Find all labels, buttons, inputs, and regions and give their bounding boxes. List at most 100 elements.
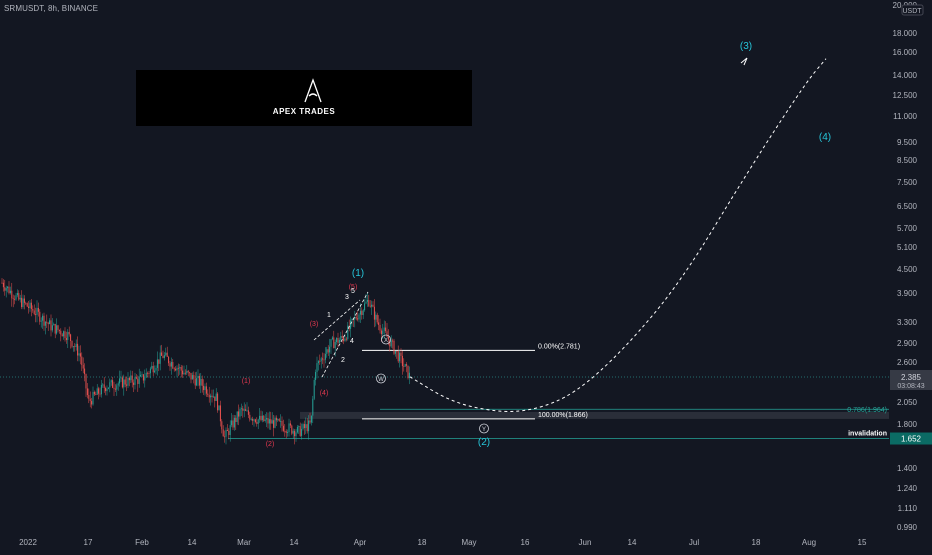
candle-body [176,367,178,371]
countdown-value: 03:08:43 [897,383,924,390]
wave-label-sub: 4 [350,338,354,345]
candle-body [135,377,137,379]
logo-text: APEX TRADES [273,107,336,116]
candle-body [156,359,158,368]
candle-body [100,384,102,395]
candle-body [397,351,399,362]
candle-body [387,336,389,340]
candle-body [218,405,220,411]
candle-body [5,288,7,291]
candle-body [39,311,41,322]
candle-body [35,314,37,315]
candle-body [86,388,88,396]
wave-label-minor: (3) [310,321,319,328]
wave-circle [376,373,386,384]
candle-body [61,334,63,337]
fib-786-label: 0.786(1.964) [847,407,887,414]
candle-body [70,334,72,341]
candle-body [299,426,301,436]
wave-label-corrective: X [384,338,388,344]
candle-body [74,346,76,348]
candle-body [81,356,83,366]
candle-body [29,302,31,309]
time-tick: Apr [354,538,367,547]
candle-body [113,387,115,389]
candle-body [247,410,249,415]
candle-body [32,309,34,311]
candle-body [375,314,377,320]
candle-body [212,396,214,398]
candle-body [138,376,140,384]
price-tick: 3.900 [897,289,918,298]
candle-body [166,352,168,357]
invalidation-badge [890,432,932,445]
candle-body [88,395,90,399]
candle-body [313,380,315,399]
time-tick: 16 [521,538,530,547]
candle-body [137,378,139,384]
candle-body [205,386,207,394]
price-tick: 6.500 [897,202,918,211]
candle-body [85,374,87,389]
candle-body [140,374,142,377]
candle-body [54,323,56,334]
candle-body [239,408,241,417]
candle-body [236,411,238,422]
candle-body [126,384,128,386]
wave-label-minor: (5) [349,284,358,291]
candle-body [182,370,184,375]
candle-body [91,401,93,405]
wave-label-sub: 5 [351,288,355,295]
candle-body [2,282,4,288]
candle-body [264,419,266,421]
candle-body [257,419,259,424]
candle-body [383,327,385,331]
candle-body [322,358,324,360]
candle-body [68,331,70,335]
price-tick: 18.000 [893,29,918,38]
wave-label-minor: (2) [266,441,275,448]
candle-body [345,338,347,340]
currency-label: USDT [902,8,922,15]
price-tick: 8.500 [897,156,918,165]
price-tick: 4.500 [897,265,918,274]
candle-body [172,361,174,369]
time-tick: Jul [689,538,699,547]
candle-body [147,372,149,374]
candle-body [320,358,322,362]
candle-body [263,415,265,421]
candle-body [224,436,226,438]
candle-body [99,393,101,395]
candle-body [11,290,13,299]
price-tick: 9.500 [897,138,918,147]
candle-body [187,370,189,373]
candle-body [305,424,307,428]
candle-body [210,395,212,398]
candle-body [347,325,349,340]
candle-body [121,377,123,388]
fib-zone [300,411,889,419]
candle-body [161,352,163,356]
candle-body [112,380,114,388]
candle-body [102,384,104,386]
candle-body [242,408,244,411]
candle-body [382,330,384,335]
candle-body [179,367,181,369]
time-tick: Aug [802,538,816,547]
candle-body [364,303,366,311]
candle-body [337,337,339,343]
candle-body [338,339,340,343]
wave-label-primary: (4) [819,132,831,143]
candle-body [273,420,275,428]
wave-label-primary: (2) [478,437,490,448]
time-tick: 14 [290,538,299,547]
candle-body [1,282,3,284]
candle-body [106,388,108,392]
candle-body [394,350,396,354]
price-tick: 1.240 [897,484,918,493]
candle-body [389,339,391,347]
price-tick: 3.300 [897,318,918,327]
wave-label-sub: 1 [327,312,331,319]
